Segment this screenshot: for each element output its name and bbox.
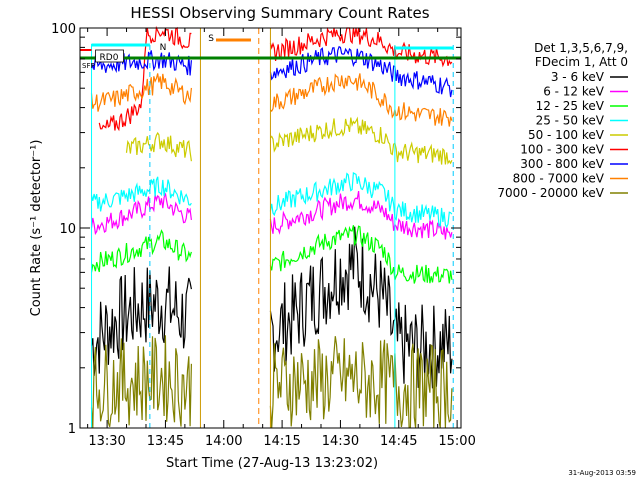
x-tick-label-4: 14:30 xyxy=(322,434,359,449)
x-tick-label-6: 15:00 xyxy=(438,434,475,449)
rd-label: RD0 xyxy=(100,53,119,63)
series-line-1-seg-0 xyxy=(90,193,192,236)
series-line-5-seg-0 xyxy=(98,25,192,132)
legend-label-8: 7000 - 20000 keV xyxy=(497,186,604,200)
markers-layer: RD0 N S SFP xyxy=(80,28,461,428)
timestamp: 31-Aug-2013 03:59 xyxy=(568,469,636,477)
legend-header-line-1: Det 1,3,5,6,7,9, xyxy=(534,41,628,55)
series-layer xyxy=(90,25,453,429)
axes-layer: 13:30 13:45 14:00 14:15 14:30 14:45 15:00 1 10 10… xyxy=(51,22,476,449)
x-tick-label-5: 14:45 xyxy=(380,434,417,449)
chart-title: HESSI Observing Summary Count Rates xyxy=(130,4,429,22)
series-line-7-seg-0 xyxy=(90,73,192,112)
series-line-0-seg-0 xyxy=(90,266,192,376)
legend-label-1: 6 - 12 keV xyxy=(543,85,605,99)
legend-header-line-2: FDecim 1, Att 0 xyxy=(535,55,628,69)
series-line-1-seg-1 xyxy=(269,191,453,240)
legend-label-4: 50 - 100 keV xyxy=(528,128,605,142)
x-tick-label-0: 13:30 xyxy=(88,434,125,449)
series-line-6-seg-1 xyxy=(269,45,453,98)
legend-label-0: 3 - 6 keV xyxy=(551,70,605,84)
x-tick-label-1: 13:45 xyxy=(147,434,184,449)
y-tick-label-2: 100 xyxy=(51,22,76,37)
series-line-3-seg-0 xyxy=(90,176,192,212)
series-line-4-seg-0 xyxy=(125,131,192,162)
series-line-2-seg-1 xyxy=(269,225,453,284)
y-axis-label: Count Rate (s⁻¹ detector⁻¹) xyxy=(29,140,44,317)
series-line-4-seg-1 xyxy=(269,116,453,165)
y-tick-label-0: 1 xyxy=(68,422,76,437)
legend-label-6: 300 - 800 keV xyxy=(520,157,604,171)
series-line-2-seg-0 xyxy=(90,229,192,273)
x-axis-label: Start Time (27-Aug-13 13:23:02) xyxy=(166,456,378,471)
x-tick-label-3: 14:15 xyxy=(263,434,300,449)
legend-label-7: 800 - 7000 keV xyxy=(513,172,605,186)
s-label: S xyxy=(208,34,214,44)
sfp-label: SFP xyxy=(82,62,95,70)
series-line-8-seg-0 xyxy=(90,335,192,429)
legend: Det 1,3,5,6,7,9, FDecim 1, Att 0 3 - 6 k… xyxy=(497,41,628,200)
series-line-5-seg-1 xyxy=(269,27,453,68)
n-label: N xyxy=(160,43,167,53)
series-line-3-seg-1 xyxy=(269,172,453,229)
legend-label-3: 25 - 50 keV xyxy=(536,114,605,128)
x-tick-label-2: 14:00 xyxy=(205,434,242,449)
series-line-7-seg-1 xyxy=(270,73,453,127)
series-line-8-seg-1 xyxy=(269,336,453,429)
legend-label-5: 100 - 300 keV xyxy=(520,143,604,157)
series-line-6-seg-0 xyxy=(90,50,192,76)
legend-label-2: 12 - 25 keV xyxy=(536,99,605,113)
rd-box xyxy=(95,49,124,63)
series-line-0-seg-1 xyxy=(269,226,453,389)
y-tick-label-1: 10 xyxy=(59,222,76,237)
